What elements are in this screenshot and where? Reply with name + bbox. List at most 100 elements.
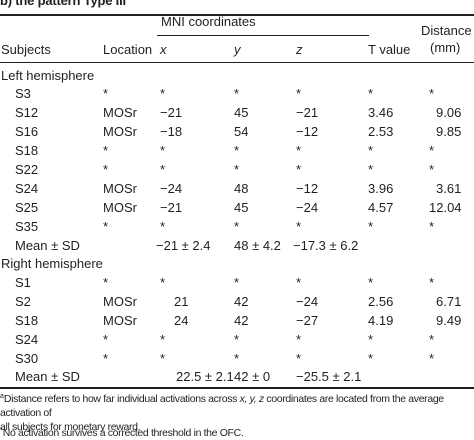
cell-z: −12	[296, 181, 319, 196]
cell-distance: 9.85	[436, 124, 462, 139]
header-rule	[0, 62, 474, 63]
cell-mean-z: −25.5 ± 2.1	[296, 369, 362, 384]
cell-subject: S2	[15, 294, 31, 309]
cell-distance: *	[429, 143, 435, 158]
cell-mean-y: 42 ± 0	[234, 369, 271, 384]
cell-subject: S18	[15, 313, 39, 328]
cell-y: *	[234, 86, 240, 101]
cell-z: *	[296, 162, 302, 177]
cell-distance: *	[429, 332, 435, 347]
cell-subject: S16	[15, 124, 39, 139]
cell-y: *	[234, 351, 240, 366]
cell-location: MOSr	[103, 313, 137, 328]
cell-location: MOSr	[103, 200, 137, 215]
cell-location: MOSr	[103, 105, 137, 120]
cell-y: 54	[234, 124, 249, 139]
footnote-text: coordinates are located from the average…	[0, 393, 444, 419]
cell-y: 42	[234, 313, 249, 328]
header-x: x	[160, 42, 167, 57]
cell-mean-x: −21 ± 2.4	[156, 238, 211, 253]
cell-z: −24	[296, 200, 319, 215]
cell-x: 21	[174, 294, 189, 309]
cell-z: −27	[296, 313, 319, 328]
footnote-distance: aDistance refers to how far individual a…	[0, 390, 474, 434]
cell-mean-z: −17.3 ± 6.2	[293, 238, 359, 253]
cell-x: −18	[160, 124, 183, 139]
section-right-hemisphere: Right hemisphere	[1, 256, 103, 271]
cell-y: 45	[234, 200, 249, 215]
cell-x: *	[160, 219, 166, 234]
cell-x: −21	[160, 200, 183, 215]
footnote-no-activation: *No activation survives a corrected thre…	[0, 424, 474, 440]
cell-distance: 6.71	[436, 294, 462, 309]
cell-t-value: *	[368, 219, 374, 234]
cell-mean-label: Mean ± SD	[15, 369, 80, 384]
cell-subject: S1	[15, 275, 31, 290]
footnote-text: all subjects for monetary reward.	[0, 421, 141, 433]
cell-distance: *	[429, 219, 435, 234]
cell-y: 42	[234, 294, 249, 309]
cell-distance: 12.04	[429, 200, 462, 215]
cell-subject: S12	[15, 105, 39, 120]
cell-location: *	[103, 143, 109, 158]
top-rule	[0, 14, 474, 16]
cell-t-value: *	[368, 332, 374, 347]
cell-z: *	[296, 219, 302, 234]
cell-y: *	[234, 219, 240, 234]
cell-mean-x: 22.5 ± 2.1	[176, 369, 234, 384]
bottom-rule	[0, 387, 474, 389]
cell-z: *	[296, 143, 302, 158]
cell-subject: S24	[15, 332, 39, 347]
cell-z: *	[296, 86, 302, 101]
cell-y: *	[234, 162, 240, 177]
cell-mean-label: Mean ± SD	[15, 238, 80, 253]
header-distance: Distance	[421, 23, 472, 38]
cell-subject: S22	[15, 162, 39, 177]
cell-x: *	[160, 275, 166, 290]
header-location: Location	[103, 42, 153, 57]
cell-subject: S24	[15, 181, 39, 196]
cell-subject: S18	[15, 143, 39, 158]
cell-subject: S35	[15, 219, 39, 234]
footnote-xyz: x, y, z	[239, 393, 265, 405]
cell-location: *	[103, 219, 109, 234]
table-caption: b) the pattern Type III	[0, 0, 126, 8]
cell-y: *	[234, 143, 240, 158]
footnote-text: No activation survives a corrected thres…	[2, 427, 244, 439]
section-left-hemisphere: Left hemisphere	[1, 68, 95, 83]
cell-distance: *	[429, 86, 435, 101]
header-y: y	[234, 42, 241, 57]
cell-distance: *	[429, 275, 435, 290]
cell-location: MOSr	[103, 181, 137, 196]
cell-z: −24	[296, 294, 319, 309]
header-mni-coordinates: MNI coordinates	[161, 14, 256, 29]
cell-t-value: 3.96	[368, 181, 394, 196]
mni-group-rule	[157, 35, 369, 36]
cell-x: *	[160, 351, 166, 366]
cell-location: *	[103, 351, 109, 366]
cell-y: *	[234, 332, 240, 347]
cell-x: −21	[160, 105, 183, 120]
cell-location: MOSr	[103, 294, 137, 309]
cell-y: 48	[234, 181, 249, 196]
cell-t-value: *	[368, 86, 374, 101]
cell-y: *	[234, 275, 240, 290]
cell-x: *	[160, 162, 166, 177]
cell-t-value: 4.19	[368, 313, 394, 328]
cell-distance: *	[429, 351, 435, 366]
header-distance-unit: (mm)	[430, 40, 461, 55]
cell-t-value: *	[368, 351, 374, 366]
cell-z: *	[296, 351, 302, 366]
cell-location: *	[103, 332, 109, 347]
cell-t-value: 2.53	[368, 124, 394, 139]
cell-location: MOSr	[103, 124, 137, 139]
cell-x: −24	[160, 181, 183, 196]
cell-location: *	[103, 162, 109, 177]
footnote-mark-a: a	[0, 393, 4, 400]
cell-z: *	[296, 275, 302, 290]
footnote-mark-star: *	[0, 427, 3, 434]
cell-mean-y: 48 ± 4.2	[234, 238, 281, 253]
cell-x: *	[160, 332, 166, 347]
cell-z: −12	[296, 124, 319, 139]
header-t-value: T value	[368, 42, 411, 57]
